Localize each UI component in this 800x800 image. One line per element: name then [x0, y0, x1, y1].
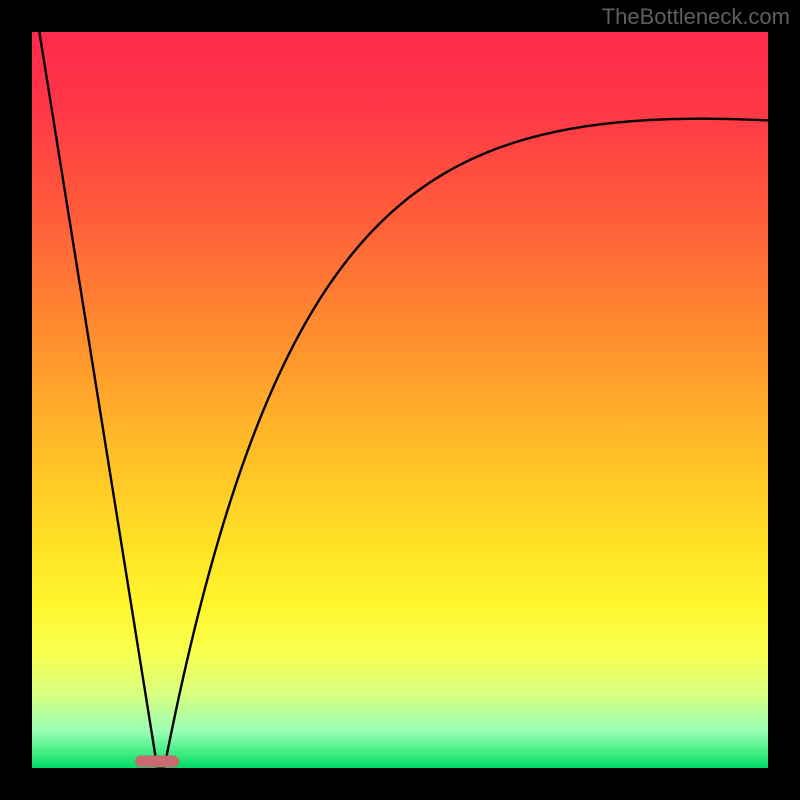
watermark-text: TheBottleneck.com	[602, 4, 790, 30]
gradient-background	[32, 32, 768, 768]
valley-marker	[135, 755, 179, 767]
chart-frame: TheBottleneck.com	[0, 0, 800, 800]
bottleneck-curve-chart	[32, 32, 768, 768]
plot-area	[32, 32, 768, 768]
